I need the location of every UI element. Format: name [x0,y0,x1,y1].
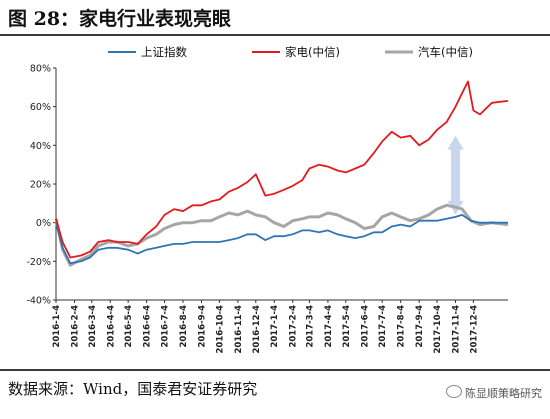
chart-legend: 上证指数 家电(中信) 汽车(中信) [108,45,473,59]
series-layer [54,80,509,267]
series-line-1 [55,80,509,259]
x-tick-label: 2017-6-4 [360,305,370,348]
x-tick-label: 2016-5-4 [124,305,134,348]
y-tick-label: -40% [26,296,51,307]
x-tick-label: 2016-4-4 [106,305,116,348]
watermark-text: 陈显顺策略研究 [465,387,542,400]
figure-title: 图 28：家电行业表现亮眼 [8,8,232,30]
legend-label-2: 汽车(中信) [418,45,473,59]
line-chart: -40% -20% 0% 20% 40% 60% 80% 2016-1-4 2016-2-4 20… [26,45,509,354]
y-tick-label: -20% [26,257,51,268]
annotation-layer [447,135,464,215]
y-tick-label: 80% [30,64,51,75]
x-tick-label: 2017-10-4 [433,305,443,354]
y-tick-label: 40% [30,141,51,152]
y-tick-label: 20% [30,180,51,191]
x-tick-label: 2016-12-4 [252,305,262,354]
wechat-icon [446,385,462,398]
series-line-0 [55,213,508,265]
x-tick-label: 2016-8-4 [179,305,189,348]
x-tick-label: 2017-4-4 [324,305,334,348]
source-rule [0,369,550,371]
x-tick-label: 2017-1-4 [270,305,280,348]
x-tick-label: 2017-7-4 [378,305,388,348]
legend-label-0: 上证指数 [141,45,187,59]
x-tick-label: 2016-10-4 [215,305,225,354]
y-tick-label: 0% [36,218,51,229]
chart-axes: -40% -20% 0% 20% 40% 60% 80% 2016-1-4 2016-2-4 20… [26,64,508,354]
x-tick-label: 2017-5-4 [342,305,352,348]
x-tick-label: 2016-3-4 [88,305,98,348]
double-arrow-annotation [447,135,464,215]
x-tick-label: 2017-8-4 [397,305,407,348]
x-tick-label: 2016-11-4 [234,305,244,354]
x-tick-label: 2016-1-4 [52,305,62,348]
legend-label-1: 家电(中信) [285,45,340,59]
y-tick-label: 60% [30,102,51,113]
x-tick-label: 2017-3-4 [305,305,315,348]
title-rule [0,34,550,36]
x-tick-label: 2017-9-4 [415,305,425,348]
watermark: 陈显顺策略研究 [446,385,542,401]
x-tick-label: 2016-9-4 [197,305,207,348]
x-tick-label: 2017-2-4 [289,305,299,348]
source-note: 数据来源：Wind，国泰君安证券研究 [8,380,258,398]
series-line-2 [54,203,509,267]
x-tick-label: 2016-2-4 [70,305,80,348]
x-tick-label: 2016-6-4 [143,305,153,348]
x-tick-label: 2016-7-4 [161,305,171,348]
x-tick-label: 2017-11-4 [452,305,462,354]
x-tick-label: 2017-12-4 [469,305,479,354]
